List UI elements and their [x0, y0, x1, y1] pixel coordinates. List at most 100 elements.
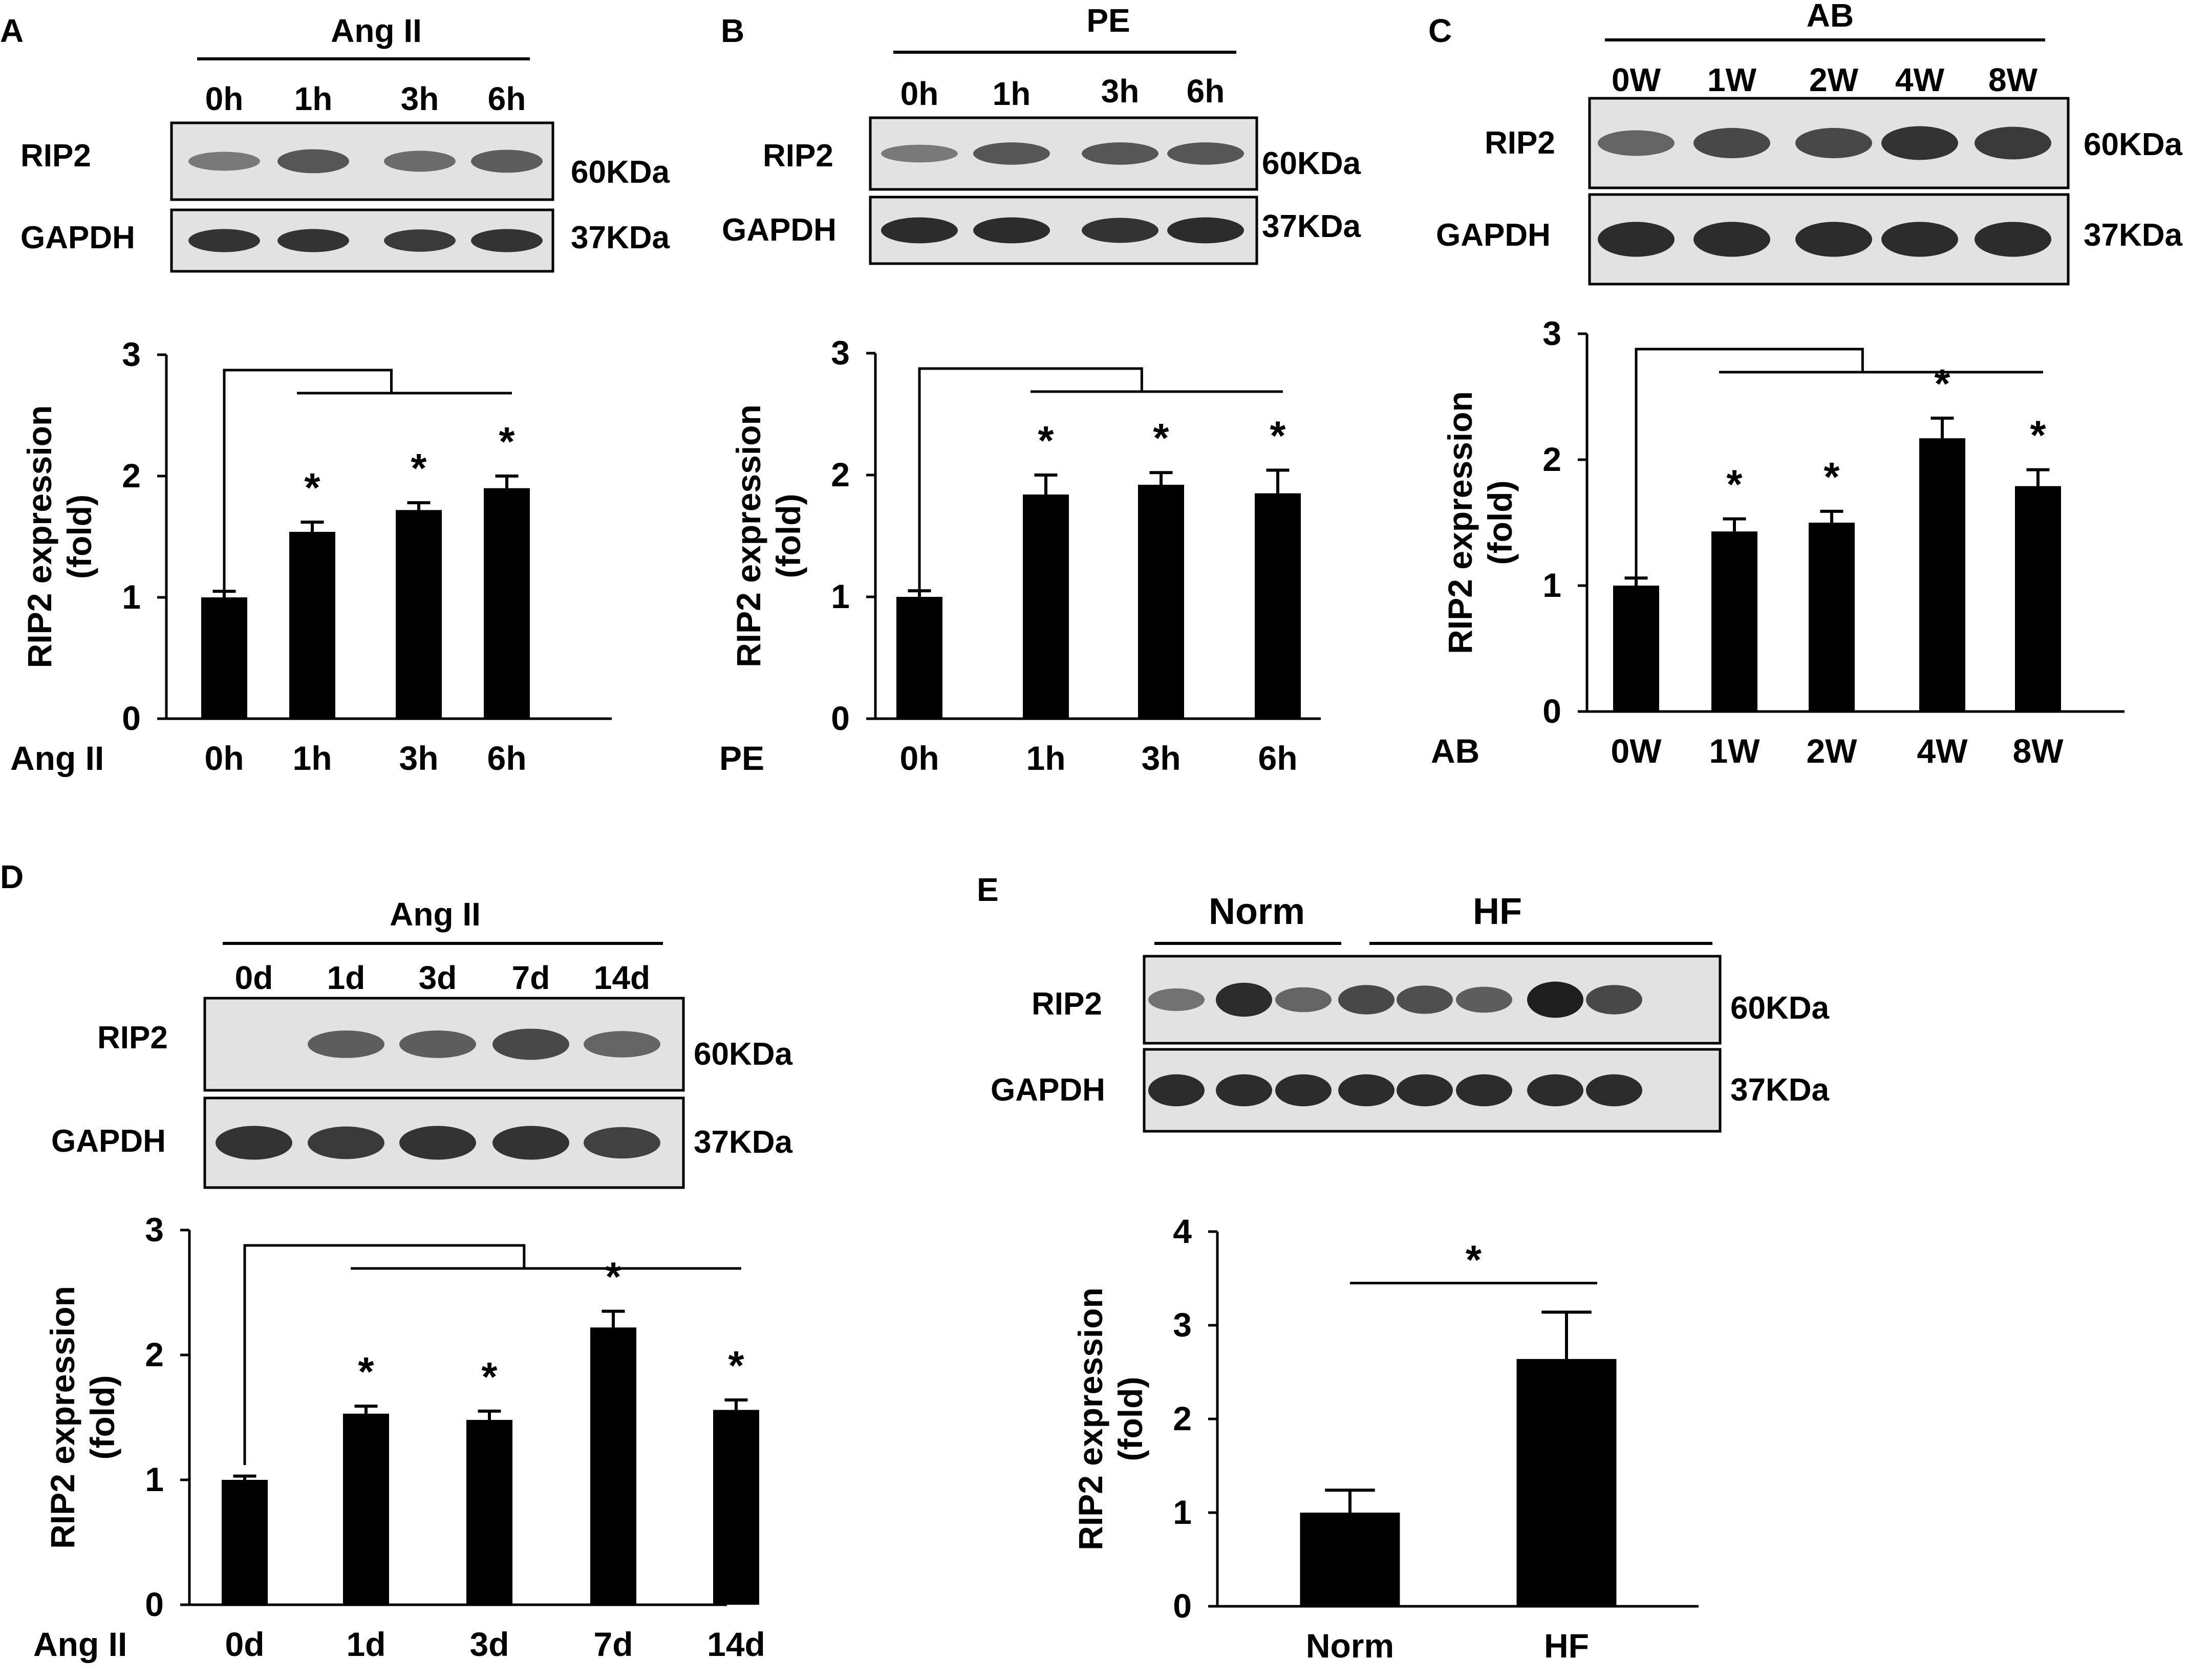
x-tick-label: 6h	[487, 739, 526, 777]
kda-label-rip2-c: 60KDa	[2084, 127, 2183, 162]
kda-label-gapdh-a: 37KDa	[571, 220, 670, 255]
significance-mark: *	[728, 1343, 744, 1388]
western-blot-rip2-d	[203, 997, 685, 1092]
y-tick-label: 3	[122, 335, 141, 373]
x-tick-label: Norm	[1306, 1627, 1394, 1665]
blot-band	[973, 142, 1050, 165]
protein-label-gapdh-e: GAPDH	[991, 1072, 1105, 1108]
bar-chart-b: 0 1 2 3 RIP2 expression (fold) 0h * 1h * 3h * 6h PE	[719, 334, 1321, 777]
blot-band	[1586, 1074, 1642, 1107]
significance-mark: *	[1726, 462, 1743, 507]
bar	[1809, 523, 1855, 712]
western-blot-rip2-e	[1143, 955, 1722, 1045]
blot-band	[881, 217, 958, 244]
lane-label: 1d	[327, 959, 366, 996]
blot-band	[1397, 985, 1453, 1014]
western-blot-gapdh-d	[203, 1096, 685, 1189]
western-blot-gapdh-a	[170, 208, 554, 273]
lane-labels-a: 0h 1h 3h 6h	[205, 80, 526, 117]
significance-mark: *	[1153, 415, 1169, 461]
blot-band	[1456, 1074, 1512, 1107]
blot-band	[1148, 1074, 1205, 1107]
comparison-bracket	[1635, 348, 1864, 595]
y-tick-label: 2	[122, 457, 141, 494]
blot-band	[492, 1028, 569, 1060]
y-axis-label: (fold)	[1111, 1377, 1149, 1461]
y-axis-label: RIP2 expression	[20, 405, 58, 669]
x-tick-label: 7d	[593, 1625, 633, 1663]
blot-band	[1527, 981, 1583, 1018]
y-tick-label: 2	[1173, 1399, 1192, 1437]
blot-band	[1216, 1074, 1272, 1107]
blot-band	[1167, 142, 1244, 165]
blot-band	[1881, 126, 1958, 160]
blot-band	[1586, 985, 1642, 1015]
x-tick-label: 1h	[1026, 739, 1065, 777]
significance-mark: *	[1466, 1237, 1482, 1283]
panel-b: B PE 0h 1h 3h 6h RIP2 GAPDH 60KDa 37KDa …	[719, 2, 1361, 777]
panel-d: D Ang II 0d 1d 3d 7d 14d RIP2 GAPDH 60KD…	[0, 858, 793, 1663]
significance-mark: *	[481, 1354, 498, 1399]
lane-label: 8W	[1988, 61, 2038, 98]
blot-band	[1397, 1074, 1453, 1107]
panel-letter-a: A	[0, 12, 24, 49]
blot-band	[399, 1126, 476, 1160]
blot-band	[1338, 1074, 1394, 1107]
blot-band	[188, 152, 260, 171]
bar	[1023, 494, 1069, 719]
y-tick-label: 1	[831, 577, 850, 615]
y-axis-label: RIP2 expression	[729, 404, 767, 667]
y-axis-label: RIP2 expression	[1441, 391, 1479, 654]
bar	[1516, 1359, 1617, 1606]
y-tick-label: 0	[831, 699, 850, 737]
y-tick-label: 3	[831, 334, 850, 372]
bar	[590, 1327, 636, 1605]
western-blot-rip2-a	[170, 121, 554, 201]
x-axis-prefix: Ang II	[10, 739, 104, 777]
blot-band	[584, 1127, 660, 1159]
group-label-hf: HF	[1473, 891, 1522, 932]
lane-label: 1W	[1707, 61, 1757, 98]
blot-band	[1527, 1074, 1583, 1107]
panel-c: C AB 0W 1W 2W 4W 8W RIP2 GAPDH 60KDa 37K…	[1428, 0, 2183, 770]
blot-band	[1082, 142, 1158, 165]
x-tick-label: 1d	[346, 1625, 385, 1663]
bar	[1919, 438, 1965, 712]
x-tick-label: 3h	[1141, 739, 1181, 777]
lane-label: 0h	[205, 80, 244, 117]
x-tick-label: 0d	[225, 1625, 264, 1663]
blot-band	[471, 229, 543, 252]
protein-label-gapdh-d: GAPDH	[51, 1124, 166, 1159]
protein-label-rip2-c: RIP2	[1485, 125, 1555, 161]
lane-label: 0W	[1612, 61, 1661, 98]
y-tick-label: 4	[1173, 1212, 1192, 1250]
y-tick-label: 3	[145, 1211, 164, 1248]
bar	[896, 597, 942, 719]
bar	[1255, 493, 1301, 719]
bar-chart-c: 0 1 2 3 RIP2 expression (fold) 0W * 1W * 2W * 4W * 8W A…	[1431, 314, 2125, 770]
blot-band	[308, 1126, 384, 1159]
y-tick-label: 2	[145, 1336, 164, 1373]
blot-band	[492, 1126, 569, 1160]
x-tick-label: 0W	[1611, 732, 1662, 770]
blot-band	[1598, 222, 1675, 257]
kda-label-rip2-e: 60KDa	[1730, 990, 1830, 1026]
blot-band	[881, 144, 958, 163]
panel-letter-d: D	[0, 858, 24, 895]
bar	[396, 510, 442, 719]
protein-label-rip2-e: RIP2	[1032, 986, 1102, 1022]
blot-band	[973, 217, 1050, 244]
y-tick-label: 3	[1542, 314, 1561, 352]
x-tick-label: 4W	[1917, 732, 1968, 770]
western-blot-gapdh-e	[1143, 1048, 1722, 1133]
blot-band	[308, 1030, 384, 1058]
y-tick-label: 1	[122, 578, 141, 616]
x-tick-label: 6h	[1258, 739, 1297, 777]
bar	[466, 1419, 512, 1605]
blot-band	[1275, 987, 1332, 1013]
bar	[289, 532, 335, 719]
y-axis-label: RIP2 expression	[44, 1286, 81, 1549]
y-tick-label: 2	[1542, 440, 1561, 478]
significance-mark: *	[1270, 413, 1286, 458]
x-tick-label: 14d	[707, 1625, 765, 1663]
